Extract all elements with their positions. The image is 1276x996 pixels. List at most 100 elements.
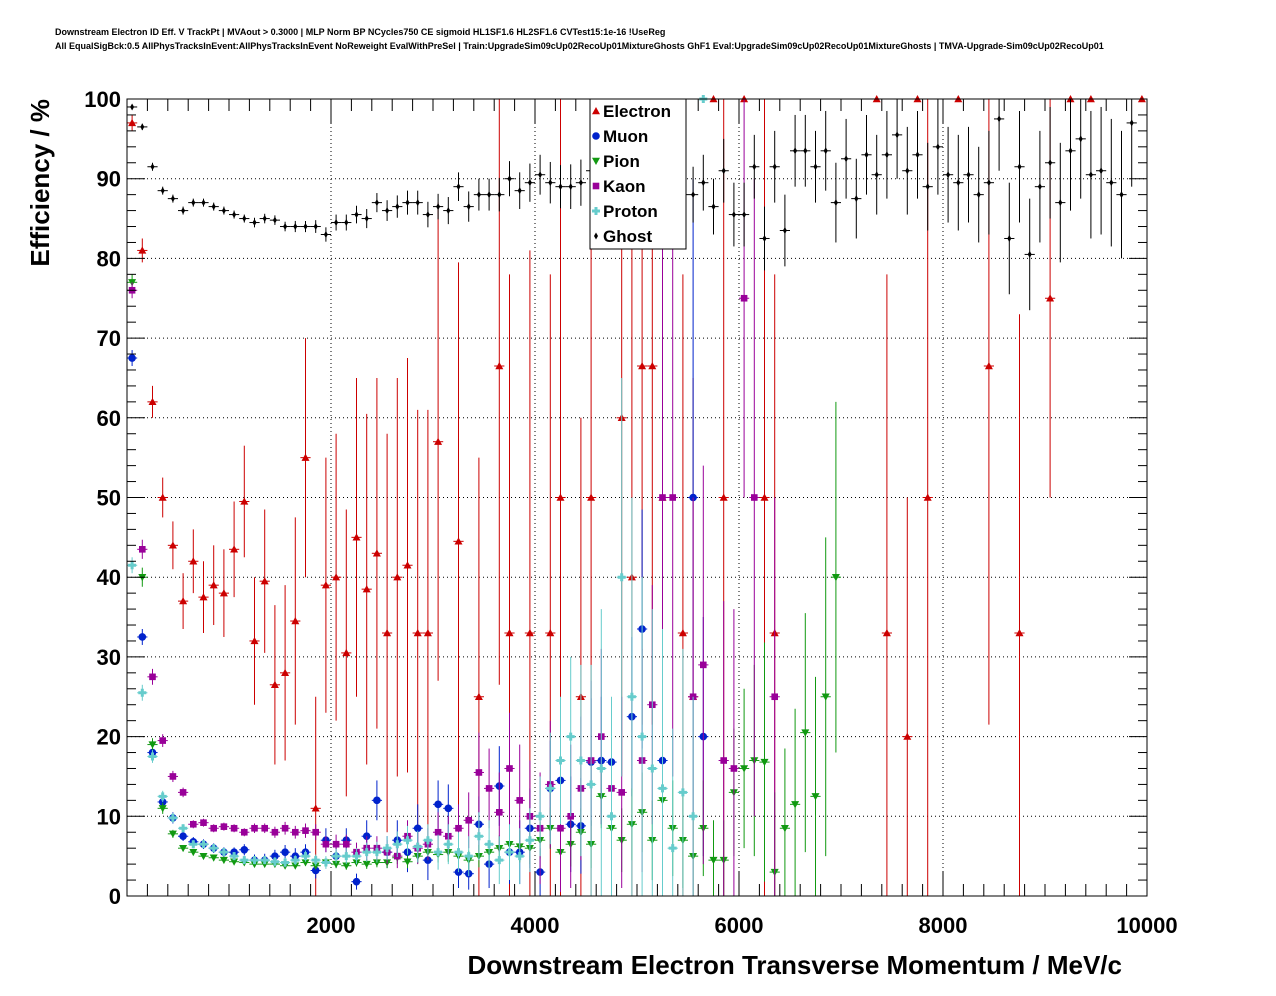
data-point <box>150 163 155 171</box>
data-point <box>311 804 320 812</box>
data-point <box>721 167 726 175</box>
data-point <box>760 493 769 501</box>
data-point <box>230 824 238 832</box>
data-point <box>230 545 239 553</box>
data-point <box>751 494 758 501</box>
data-point <box>844 155 849 163</box>
data-point <box>1129 119 1134 127</box>
legend-marker <box>592 182 600 190</box>
data-point <box>638 361 647 370</box>
data-point <box>323 230 328 238</box>
data-point <box>393 840 402 849</box>
data-point <box>495 856 504 865</box>
data-point <box>240 856 249 865</box>
data-point <box>240 497 249 505</box>
y-tick-label: 30 <box>97 645 121 670</box>
data-point <box>801 729 810 737</box>
data-point <box>772 163 777 171</box>
chart-title-line1: Downstream Electron ID Eff. V TrackPt | … <box>55 27 666 37</box>
data-point <box>597 764 606 773</box>
data-point <box>668 844 677 853</box>
data-point <box>720 757 727 764</box>
data-point <box>160 187 165 195</box>
data-point <box>1058 199 1063 207</box>
data-point <box>884 151 889 159</box>
data-point <box>474 692 483 700</box>
data-point <box>1109 179 1114 187</box>
y-tick-label: 90 <box>97 167 121 192</box>
data-point <box>475 769 483 776</box>
data-point <box>393 573 402 581</box>
data-point <box>219 856 228 865</box>
data-point <box>209 581 218 589</box>
data-point <box>209 844 218 853</box>
data-point <box>915 151 920 159</box>
data-point <box>383 628 392 637</box>
y-tick-label: 100 <box>84 87 121 112</box>
data-point <box>719 493 728 501</box>
data-point <box>372 848 381 857</box>
grid <box>127 99 1147 896</box>
data-point <box>1078 135 1083 143</box>
data-point <box>189 840 198 849</box>
data-point <box>833 199 838 207</box>
data-point <box>823 147 828 155</box>
data-point <box>291 856 300 865</box>
data-point <box>882 628 891 637</box>
data-point <box>383 844 392 853</box>
data-point <box>271 828 279 836</box>
data-point <box>997 115 1002 123</box>
legend-marker <box>592 157 600 165</box>
data-point <box>362 860 371 869</box>
data-point <box>742 211 747 219</box>
data-point <box>874 171 879 179</box>
data-point <box>516 797 523 804</box>
data-point <box>334 219 339 227</box>
data-point <box>128 354 136 362</box>
data-point <box>895 131 900 139</box>
data-point <box>455 824 462 832</box>
data-point <box>179 844 188 853</box>
data-point <box>423 836 432 845</box>
data-point <box>179 832 187 841</box>
data-point <box>558 183 563 191</box>
data-point <box>250 636 259 645</box>
data-point <box>730 765 738 772</box>
data-point <box>984 361 993 370</box>
data-point <box>956 179 961 187</box>
data-point <box>281 858 290 867</box>
legend-marker <box>592 132 600 140</box>
data-point <box>700 661 707 669</box>
data-point <box>200 819 207 826</box>
data-point <box>149 673 156 681</box>
data-point <box>221 207 226 215</box>
data-point <box>505 628 514 637</box>
data-point <box>352 533 361 541</box>
data-point <box>752 163 757 171</box>
data-point <box>691 191 696 199</box>
data-point <box>403 858 412 866</box>
series-proton <box>127 95 709 896</box>
data-point <box>373 796 381 805</box>
data-point <box>372 859 381 867</box>
data-point <box>158 792 167 801</box>
data-point <box>332 852 341 861</box>
data-point <box>669 494 676 501</box>
data-point <box>648 764 657 773</box>
data-point <box>201 199 206 207</box>
data-point <box>230 858 239 866</box>
x-tick-label: 6000 <box>715 913 764 938</box>
data-point <box>587 493 596 501</box>
data-point <box>250 856 259 865</box>
data-point <box>232 211 237 219</box>
data-point <box>130 103 135 111</box>
data-point <box>1027 250 1032 258</box>
legend-marker <box>592 107 600 115</box>
data-point <box>240 845 249 854</box>
data-point <box>199 840 208 849</box>
data-point <box>1068 147 1073 155</box>
data-point <box>1015 628 1024 637</box>
data-point <box>415 199 420 207</box>
legend-label: Pion <box>603 152 640 171</box>
data-point <box>342 852 351 861</box>
